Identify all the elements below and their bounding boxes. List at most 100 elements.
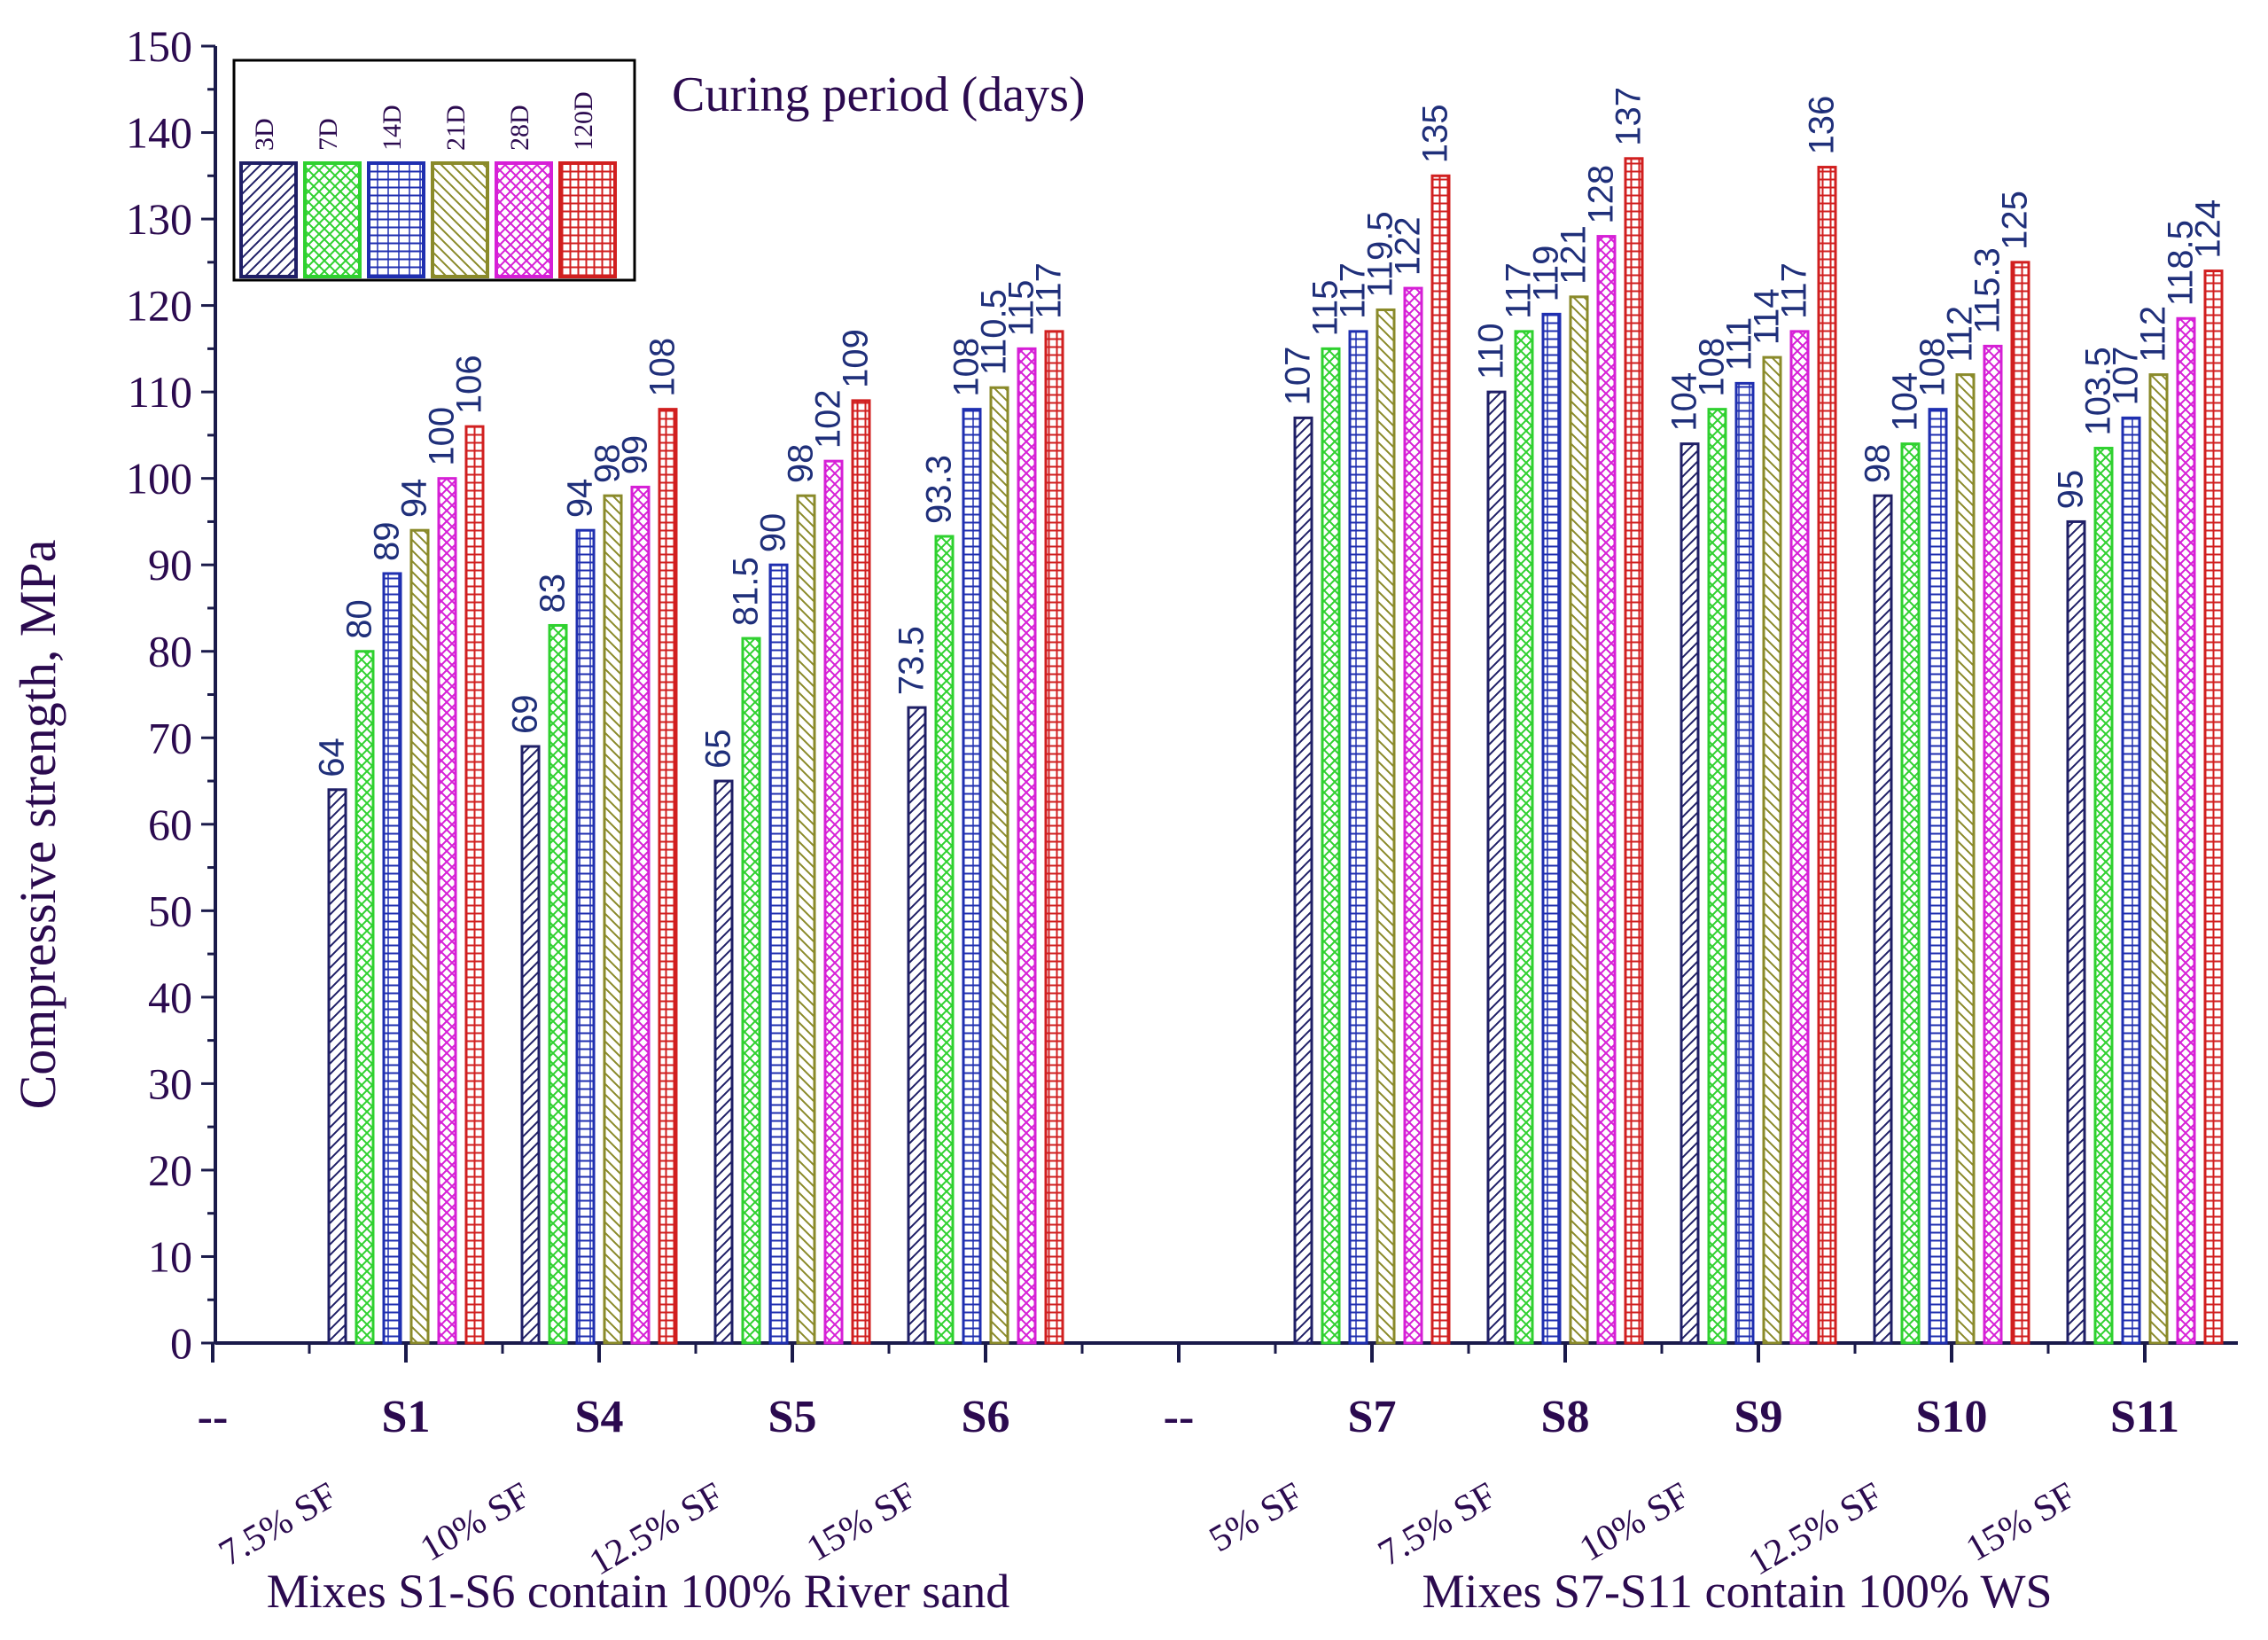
legend-label-3D: 3D: [250, 118, 279, 151]
data-label: 108: [1693, 338, 1732, 397]
data-label: 121: [1555, 225, 1594, 285]
data-label: 103.5: [2079, 347, 2118, 435]
legend-swatch-21D: [431, 161, 489, 278]
x-category-label: S10: [1916, 1392, 1988, 1442]
legend-label-120D: 120D: [569, 91, 598, 151]
data-label: 98: [1859, 444, 1898, 484]
legend-label-7D: 7D: [314, 118, 343, 151]
y-tick-label: 120: [126, 281, 192, 331]
x-category-label: S8: [1541, 1392, 1590, 1442]
data-label: 110: [1472, 323, 1511, 379]
bar-21D-S9: [1762, 355, 1782, 1345]
data-label: 89: [368, 521, 407, 561]
data-label: 98: [782, 444, 821, 484]
sf-label: 10% SF: [1573, 1475, 1696, 1570]
bar-7D-S1: [355, 650, 375, 1345]
x-category-label: S5: [768, 1392, 817, 1442]
bar-21D-S10: [1955, 373, 1976, 1345]
data-label: 119: [1527, 246, 1566, 302]
x-category-label: --: [198, 1392, 229, 1442]
data-label: 137: [1609, 87, 1648, 146]
data-label: 115: [1306, 280, 1345, 337]
bars: [327, 157, 2224, 1345]
y-tick-label: 30: [148, 1058, 192, 1108]
y-tick-label: 60: [148, 800, 192, 849]
legend: Curing period (days) 3D 7D 14D 21D 28D 120D: [232, 59, 1086, 282]
sf-label: 5% SF: [1203, 1475, 1310, 1560]
data-label: 99: [616, 435, 655, 475]
bar-28D-S1: [437, 477, 457, 1345]
bar-120D-S7: [1430, 174, 1451, 1345]
bar-3D-S7: [1293, 416, 1313, 1345]
bar-28D-S9: [1789, 330, 1810, 1345]
y-tick-label: 100: [126, 454, 192, 504]
data-label: 119.5: [1361, 211, 1400, 297]
bar-14D-S9: [1734, 381, 1755, 1345]
x-category-label: S9: [1734, 1392, 1783, 1442]
bar-120D-S5: [851, 399, 871, 1345]
bar-14D-S4: [575, 528, 596, 1345]
bar-3D-S1: [327, 788, 347, 1345]
bar-7D-S10: [1900, 442, 1921, 1345]
bar-21D-S5: [796, 494, 816, 1345]
bar-7D-S11: [2093, 447, 2114, 1345]
data-label: 108: [643, 338, 682, 397]
data-label: 128: [1582, 165, 1621, 224]
data-label: 115.3: [1968, 247, 2007, 333]
data-label: 115: [1002, 280, 1041, 337]
bar-7D-S5: [741, 636, 761, 1345]
bar-3D-S4: [520, 745, 541, 1345]
data-label: 81.5: [727, 557, 766, 626]
data-label: 136: [1803, 96, 1842, 155]
data-label: 106: [450, 355, 489, 414]
data-label: 95: [2052, 470, 2091, 510]
bar-28D-S8: [1596, 235, 1617, 1345]
value-labels: 6480899410010669839498991086581.59098102…: [313, 87, 2228, 777]
legend-label-28D: 28D: [505, 105, 534, 151]
bar-21D-S6: [989, 386, 1009, 1345]
x-category-label: S4: [575, 1392, 624, 1442]
data-label: 118.5: [2162, 220, 2201, 306]
data-label: 110.5: [975, 289, 1014, 375]
data-label: 98: [588, 444, 627, 484]
bar-120D-S11: [2203, 269, 2224, 1345]
bar-14D-S7: [1348, 330, 1368, 1345]
bar-3D-S8: [1486, 390, 1507, 1345]
x-category-label: S1: [382, 1392, 431, 1442]
data-label: 135: [1416, 105, 1455, 164]
bar-21D-S4: [603, 494, 623, 1345]
data-label: 104: [1665, 372, 1704, 432]
sf-label: 10% SF: [414, 1475, 537, 1570]
y-tick-label: 20: [148, 1145, 192, 1195]
data-label: 80: [340, 599, 379, 639]
bar-14D-S1: [382, 572, 402, 1345]
y-tick-label: 0: [170, 1318, 192, 1368]
bar-21D-S8: [1569, 295, 1589, 1345]
legend-label-21D: 21D: [441, 105, 471, 151]
sf-label: 15% SF: [1960, 1475, 2083, 1570]
data-label: 102: [809, 389, 848, 449]
data-label: 122: [1389, 216, 1428, 276]
legend-title: Curing period (days): [672, 67, 1086, 122]
data-label: 112: [2134, 306, 2173, 363]
data-label: 109: [837, 329, 876, 388]
data-label: 111: [1720, 317, 1759, 371]
data-label: 117: [1500, 262, 1539, 319]
sf-label: 7.5% SF: [1372, 1475, 1503, 1574]
bar-14D-S6: [962, 408, 982, 1345]
data-label: 69: [506, 695, 545, 735]
data-label: 100: [423, 407, 462, 466]
bar-7D-S4: [548, 623, 568, 1345]
legend-swatch-28D: [495, 161, 553, 278]
data-label: 107: [2107, 347, 2146, 406]
y-tick-label: 150: [126, 21, 192, 71]
data-label: 125: [1996, 191, 2035, 250]
data-label: 117: [1030, 262, 1069, 319]
legend-swatch-120D: [558, 161, 617, 278]
y-tick-label: 140: [126, 108, 192, 158]
data-label: 64: [313, 738, 352, 777]
bar-120D-S6: [1044, 330, 1064, 1345]
bar-7D-S7: [1321, 347, 1341, 1345]
